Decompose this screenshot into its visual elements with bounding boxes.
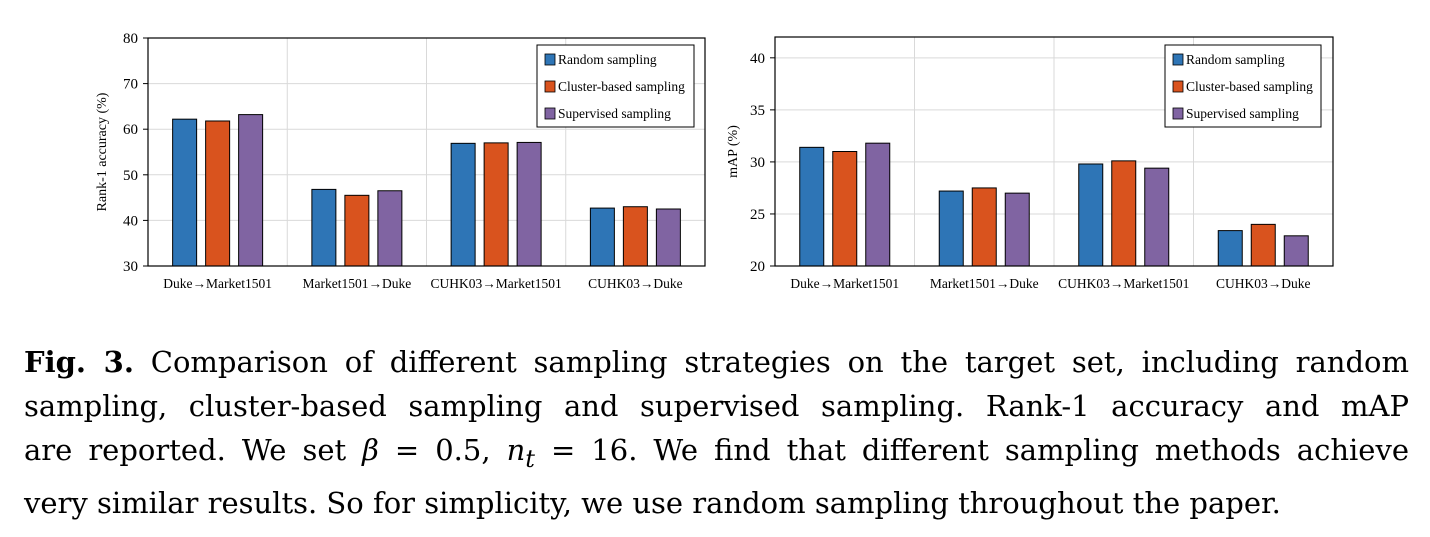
bar — [832, 151, 858, 267]
bar — [865, 142, 891, 267]
bar — [1283, 235, 1309, 267]
x-tick-label: CUHK03→Market1501 — [431, 276, 562, 291]
bar — [589, 207, 615, 267]
bar — [344, 194, 370, 267]
y-tick-label: 50 — [123, 168, 138, 184]
legend-label: Cluster-based sampling — [1186, 79, 1313, 94]
y-tick-label: 80 — [123, 31, 138, 47]
caption-n-eq: = 16. We find that different sampling me… — [534, 433, 1409, 467]
legend-swatch — [544, 107, 556, 120]
rank1-chart: 30 40 50 60 70 80 Duke→Market1501 Market1501→Du… — [95, 31, 706, 291]
figure-caption: Fig. 3. Comparison of different sampling… — [24, 340, 1409, 525]
legend-swatch — [1172, 107, 1184, 120]
caption-n: n — [506, 433, 526, 467]
bar — [450, 142, 476, 267]
y-tick-label: 30 — [123, 259, 138, 275]
legend-box — [1164, 44, 1322, 128]
y-tick-label: 30 — [750, 155, 765, 171]
y-tick-label: 35 — [750, 103, 765, 119]
x-tick-label: CUHK03→Duke — [1216, 276, 1311, 291]
x-tick-label: Duke→Market1501 — [163, 276, 272, 291]
bar — [971, 187, 997, 267]
legend-label: Random sampling — [1186, 52, 1285, 67]
x-tick-label: CUHK03→Market1501 — [1058, 276, 1189, 291]
y-axis-label: mAP (%) — [726, 125, 741, 178]
y-tick-label: 60 — [123, 122, 138, 138]
bar — [483, 142, 509, 267]
bar — [311, 188, 337, 267]
y-axis-label: Rank-1 accuracy (%) — [95, 92, 110, 211]
caption-label: Fig. 3. — [24, 345, 134, 379]
plot-area-frame — [147, 37, 706, 267]
bar — [516, 141, 542, 267]
bar — [622, 206, 648, 267]
caption-beta-eq: = 0.5, — [378, 433, 507, 467]
bar — [1144, 167, 1170, 267]
legend-box — [536, 44, 695, 128]
caption-beta: β — [362, 433, 379, 467]
legend-swatch — [1172, 53, 1184, 66]
caption-t: t — [525, 444, 535, 473]
bar — [938, 190, 964, 267]
bar — [1004, 192, 1030, 267]
legend-label: Cluster-based sampling — [558, 79, 685, 94]
y-tick-label: 40 — [750, 51, 765, 67]
caption-line-3a: are reported. We set — [24, 433, 363, 467]
x-tick-label: CUHK03→Duke — [588, 276, 683, 291]
legend-label: Random sampling — [558, 52, 657, 67]
bar — [205, 120, 231, 267]
bar — [1111, 160, 1137, 267]
legend-swatch — [1172, 80, 1184, 93]
bar — [377, 190, 403, 267]
caption-line-2: sampling, cluster-based sampling and sup… — [24, 389, 1409, 423]
plot-area-frame — [774, 36, 1334, 267]
x-tick-label: Duke→Market1501 — [790, 276, 899, 291]
bar — [1078, 163, 1104, 267]
map-chart: 20 25 30 35 40 Duke→Market1501 Market1501→Duke… — [726, 36, 1334, 291]
caption-line-4: very similar results. So for simplicity,… — [24, 485, 1281, 520]
y-tick-label: 40 — [123, 213, 138, 229]
legend-swatch — [544, 53, 556, 66]
legend-label: Supervised sampling — [558, 106, 671, 121]
x-tick-label: Market1501→Duke — [303, 276, 412, 291]
bar — [1250, 223, 1276, 267]
legend-swatch — [544, 80, 556, 93]
bar — [655, 208, 681, 267]
y-tick-label: 25 — [750, 207, 765, 223]
y-tick-label: 20 — [750, 259, 765, 275]
x-tick-label: Market1501→Duke — [930, 276, 1039, 291]
bar — [1217, 230, 1243, 267]
bar — [238, 114, 264, 267]
y-tick-label: 70 — [123, 77, 138, 93]
legend-label: Supervised sampling — [1186, 106, 1299, 121]
bar — [172, 118, 198, 267]
caption-line-1: Comparison of different sampling strateg… — [150, 345, 1410, 379]
bar — [799, 146, 825, 267]
